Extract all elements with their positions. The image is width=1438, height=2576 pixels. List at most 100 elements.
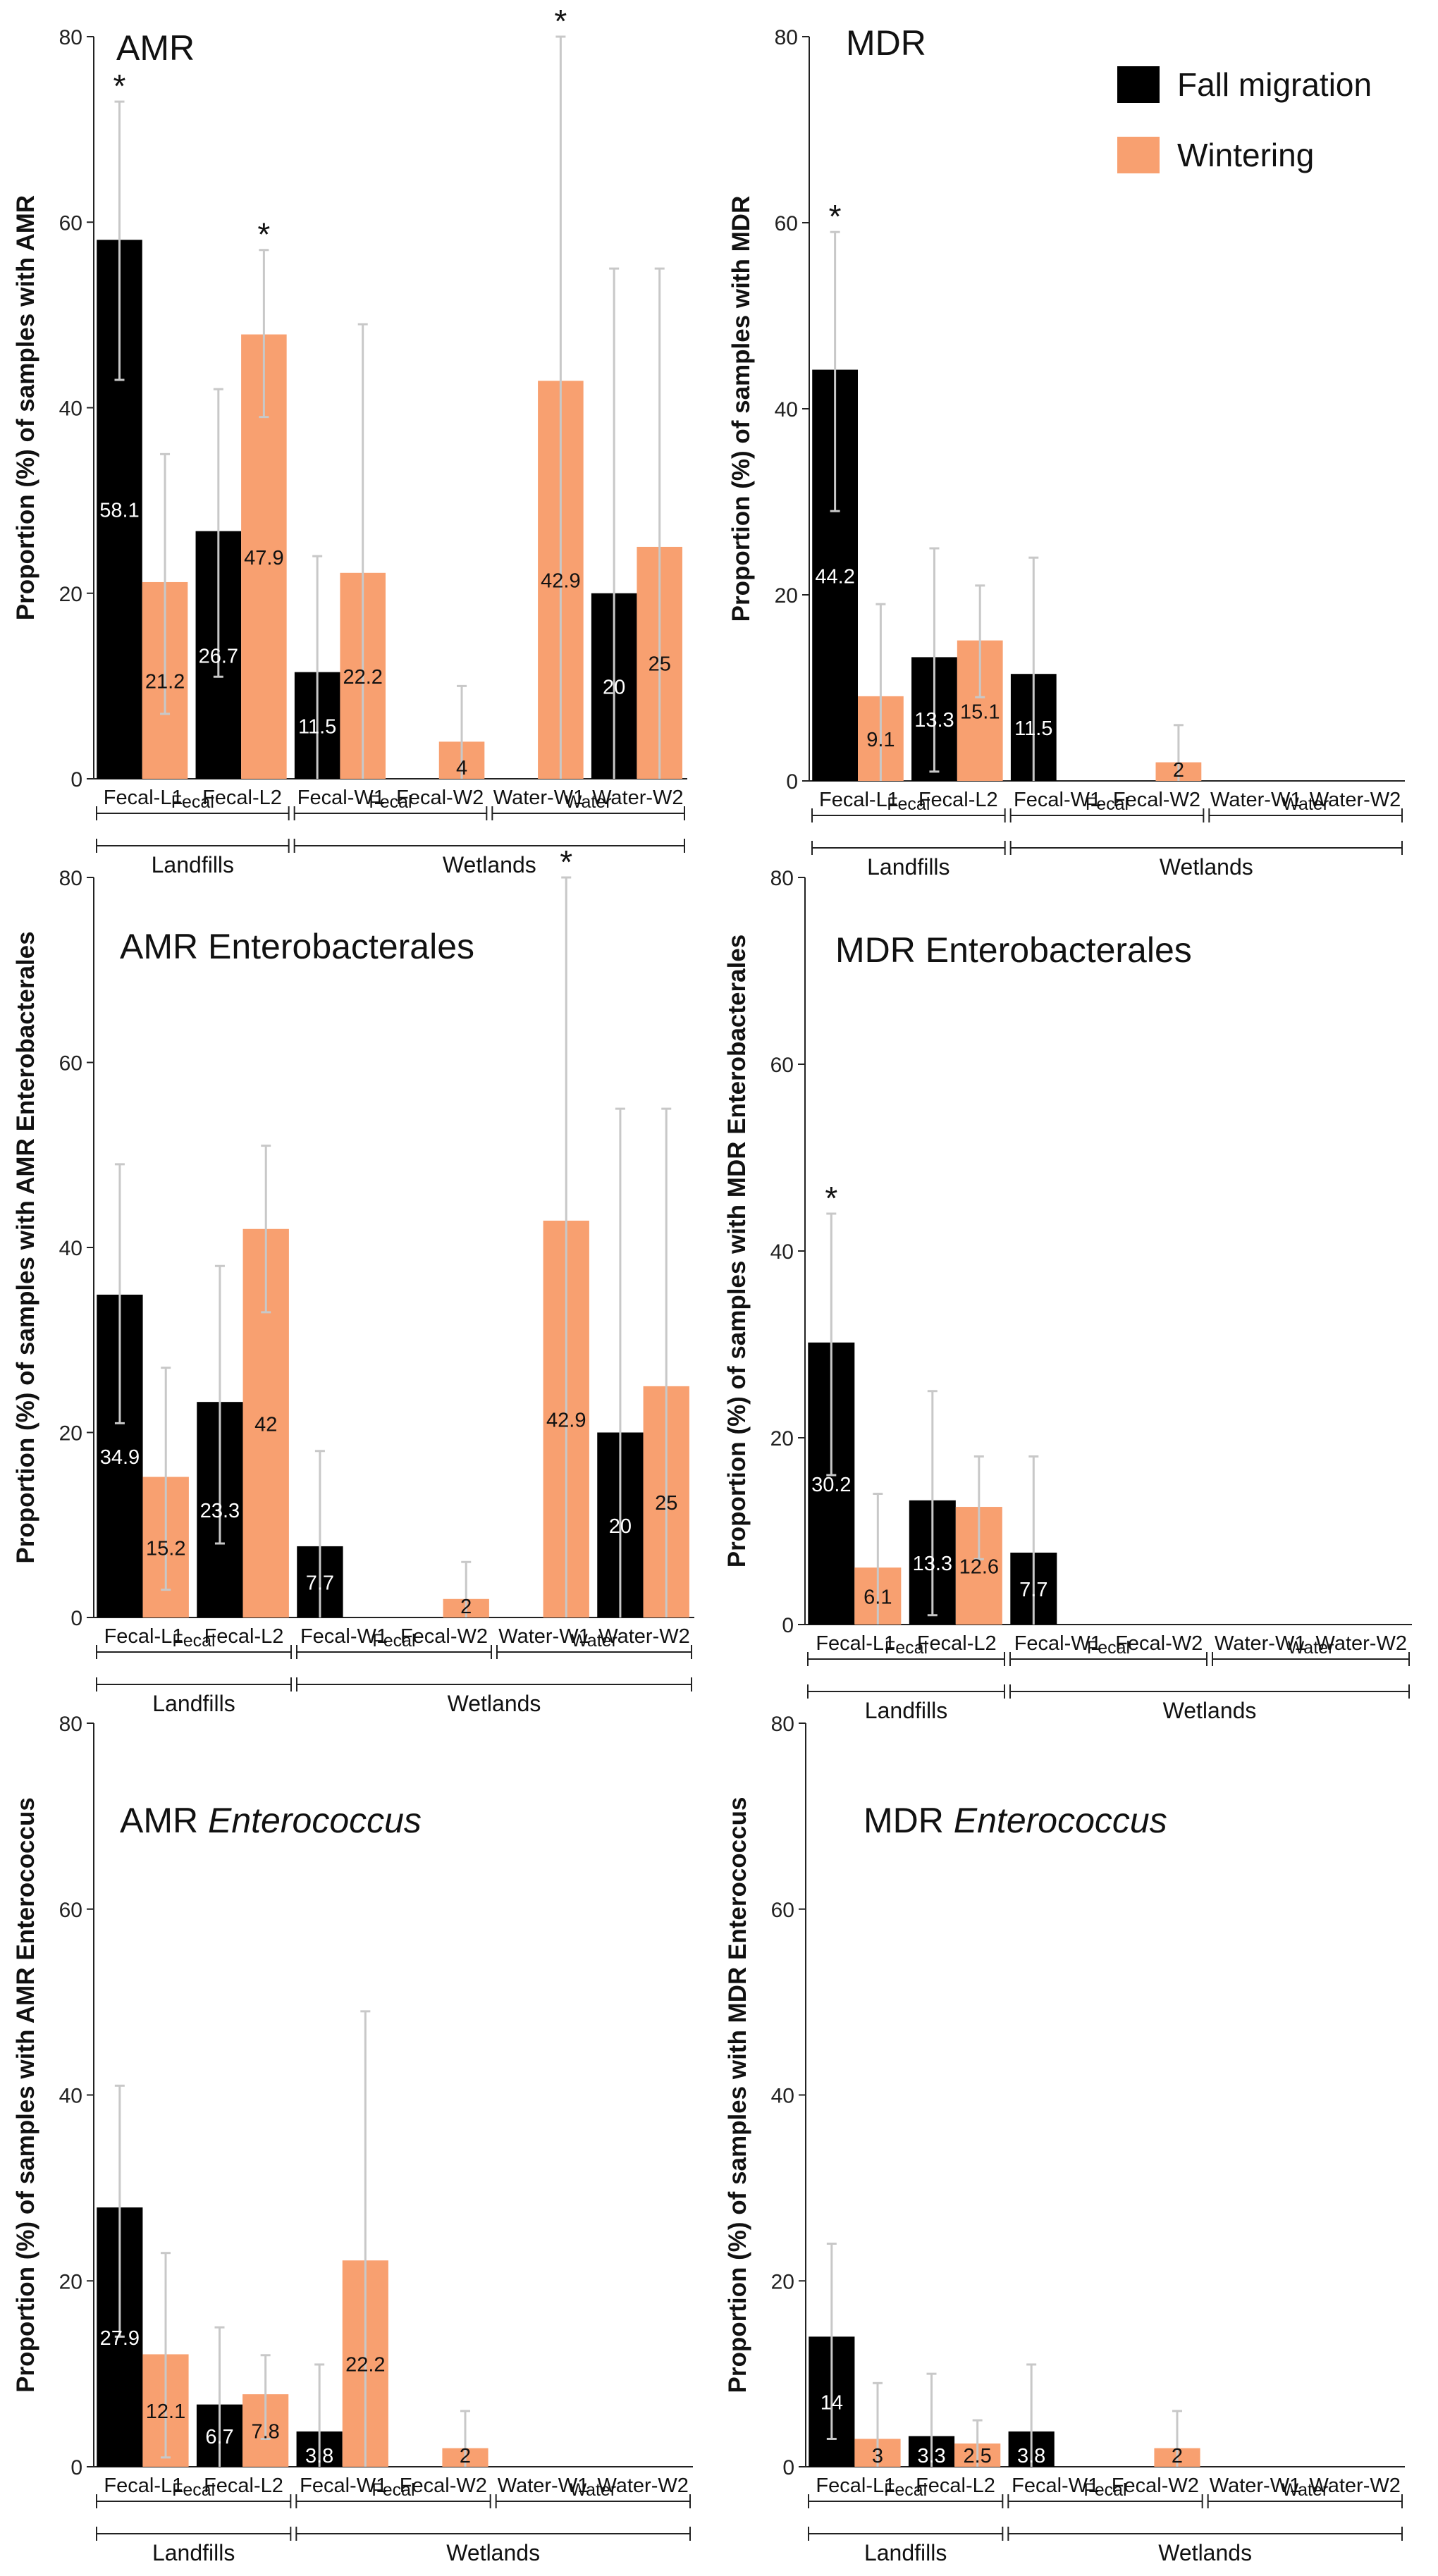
legend-label-fall-migration: Fall migration xyxy=(1177,66,1372,103)
y-axis-label: Proportion (%) of samples with MDR Enter… xyxy=(723,935,751,1567)
y-tick-label: 0 xyxy=(786,770,798,794)
group-label: Wetlands xyxy=(446,2540,540,2565)
data-label: 2 xyxy=(460,1596,472,1618)
x-tick-label: Fecal-L1 xyxy=(104,2475,183,2497)
y-tick-label: 60 xyxy=(59,211,82,235)
legend-item-wintering: Wintering xyxy=(1117,130,1420,180)
data-label: 13.3 xyxy=(913,1553,952,1575)
group-label: Landfills xyxy=(152,2540,235,2565)
x-tick-label: Water-W2 xyxy=(1310,789,1401,811)
group-label: Wetlands xyxy=(443,852,536,877)
x-tick-label: Fecal-L2 xyxy=(918,789,998,811)
chart-title: MDR xyxy=(846,23,926,63)
chart-panel-5: 0 20 40 60 80 Proportion (%) of samples with … xyxy=(12,1713,693,2565)
x-tick-label: Water-W2 xyxy=(1316,1632,1407,1655)
y-tick-label: 20 xyxy=(59,1422,82,1446)
chart-title: AMR Enterobacterales xyxy=(120,927,474,966)
data-label: 13.3 xyxy=(914,709,954,732)
subgroup-label: Water xyxy=(571,1631,617,1651)
subgroup-label: Water xyxy=(1282,2480,1328,2500)
data-label: 30.2 xyxy=(811,1474,851,1496)
subgroup-label: Fecal xyxy=(1086,794,1129,814)
x-tick-label: Water-W1 xyxy=(1210,2475,1301,2497)
x-tick-label: Fecal-W2 xyxy=(1113,789,1200,811)
data-label: 7.7 xyxy=(1019,1579,1047,1601)
x-tick-label: Fecal-L2 xyxy=(916,2475,995,2497)
y-tick-label: 40 xyxy=(59,2085,82,2108)
data-label: 15.2 xyxy=(146,1537,185,1560)
data-label: 34.9 xyxy=(100,1446,140,1469)
y-tick-label: 40 xyxy=(59,1237,82,1260)
data-label: 47.9 xyxy=(244,547,283,569)
data-label: 14 xyxy=(821,2392,843,2415)
y-tick-label: 20 xyxy=(59,583,82,606)
chart-panel-4: 0 20 40 60 80 Proportion (%) of samples with … xyxy=(723,867,1412,1723)
y-axis-label: Proportion (%) of samples with AMR Enter… xyxy=(12,931,39,1563)
data-label: 23.3 xyxy=(200,1500,240,1522)
y-tick-label: 80 xyxy=(59,26,82,49)
data-label: 15.1 xyxy=(960,701,1000,723)
group-label: Wetlands xyxy=(1158,2540,1252,2565)
data-label: 11.5 xyxy=(298,715,336,738)
data-label: 44.2 xyxy=(815,565,854,588)
data-label: 9.1 xyxy=(866,729,895,751)
data-label: 4 xyxy=(456,757,467,779)
data-label: 6.7 xyxy=(205,2426,233,2448)
subgroup-label: Water xyxy=(1282,794,1329,814)
data-label: 7.8 xyxy=(252,2421,280,2443)
data-label: 27.9 xyxy=(100,2327,140,2350)
y-tick-label: 0 xyxy=(782,1614,794,1637)
x-tick-label: Fecal-L1 xyxy=(816,2475,895,2497)
x-tick-label: Fecal-W1 xyxy=(300,1625,388,1648)
x-tick-label: Water-W1 xyxy=(498,1625,589,1648)
data-label: 22.2 xyxy=(345,2354,385,2377)
y-tick-label: 40 xyxy=(775,398,798,421)
x-tick-label: Fecal-W2 xyxy=(400,1625,488,1648)
y-tick-label: 20 xyxy=(775,584,798,608)
subgroup-label: Fecal xyxy=(172,1631,215,1651)
y-tick-label: 20 xyxy=(770,1427,794,1450)
data-label: 20 xyxy=(609,1515,632,1538)
x-tick-label: Fecal-W2 xyxy=(400,2475,487,2497)
data-label: 58.1 xyxy=(99,500,139,522)
x-tick-label: Water-W2 xyxy=(598,1625,689,1648)
data-label: 42.9 xyxy=(546,1409,586,1431)
x-tick-label: Fecal-L1 xyxy=(104,1625,184,1648)
y-tick-label: 80 xyxy=(775,26,798,49)
data-label: 3.3 xyxy=(917,2445,945,2467)
y-tick-label: 80 xyxy=(771,1713,794,1736)
x-tick-label: Water-W2 xyxy=(592,787,683,809)
legend-swatch-fall-migration xyxy=(1117,66,1160,103)
y-axis-label: Proportion (%) of samples with AMR Enter… xyxy=(12,1797,39,2393)
chart-title: MDR Enterococcus xyxy=(864,1801,1167,1840)
y-tick-label: 20 xyxy=(59,2270,82,2293)
data-label: 21.2 xyxy=(145,670,185,693)
x-tick-label: Fecal-L1 xyxy=(104,787,183,809)
x-tick-label: Fecal-W1 xyxy=(300,2475,387,2497)
chart-legend: Fall migration Wintering xyxy=(1117,60,1420,180)
x-tick-label: Water-W2 xyxy=(597,2475,688,2497)
group-label: Landfills xyxy=(867,854,950,880)
significance-marker: * xyxy=(113,68,126,104)
chart-title: AMR xyxy=(116,28,195,68)
subgroup-label: Water xyxy=(1288,1638,1334,1658)
y-tick-label: 60 xyxy=(59,1052,82,1076)
x-tick-label: Fecal-L2 xyxy=(202,787,282,809)
data-label: 2 xyxy=(1173,759,1184,782)
data-label: 2 xyxy=(460,2445,471,2467)
x-tick-label: Fecal-L2 xyxy=(917,1632,997,1655)
subgroup-label: Fecal xyxy=(884,2480,927,2500)
data-label: 42.9 xyxy=(541,570,580,593)
significance-marker: * xyxy=(825,1180,837,1216)
significance-marker: * xyxy=(560,844,572,880)
y-tick-label: 40 xyxy=(59,398,82,421)
x-tick-label: Fecal-L1 xyxy=(816,1632,895,1655)
y-tick-label: 80 xyxy=(59,1713,82,1736)
x-tick-label: Water-W1 xyxy=(498,2475,589,2497)
y-tick-label: 60 xyxy=(771,1899,794,1922)
y-tick-label: 0 xyxy=(70,2456,82,2479)
subgroup-label: Fecal xyxy=(1083,2480,1126,2500)
subgroup-label: Water xyxy=(570,2480,616,2500)
subgroup-label: Fecal xyxy=(171,792,214,812)
x-tick-label: Fecal-W1 xyxy=(1014,789,1101,811)
